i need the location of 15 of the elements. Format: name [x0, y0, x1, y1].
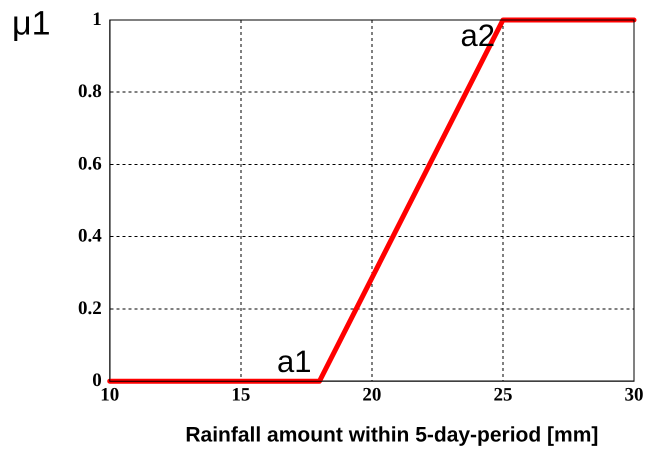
- x-tick-label: 10: [100, 384, 120, 406]
- y-tick-label: 0: [92, 370, 102, 392]
- annotation: a2: [460, 18, 495, 54]
- x-axis-title: Rainfall amount within 5-day-period [mm]: [185, 423, 598, 446]
- annotation: a1: [276, 344, 312, 380]
- x-tick-label: 25: [493, 384, 512, 406]
- y-tick-label: 0.2: [78, 298, 102, 319]
- y-tick-label: 1: [92, 8, 102, 30]
- y-tick-label: 0.6: [78, 153, 102, 174]
- y-axis-title: μ1: [12, 4, 50, 42]
- y-tick-label: 0.8: [78, 81, 102, 102]
- x-tick-label: 30: [624, 384, 644, 406]
- x-tick-label: 20: [362, 384, 382, 406]
- y-tick-label: 0.4: [78, 226, 102, 247]
- x-tick-label: 15: [231, 384, 250, 406]
